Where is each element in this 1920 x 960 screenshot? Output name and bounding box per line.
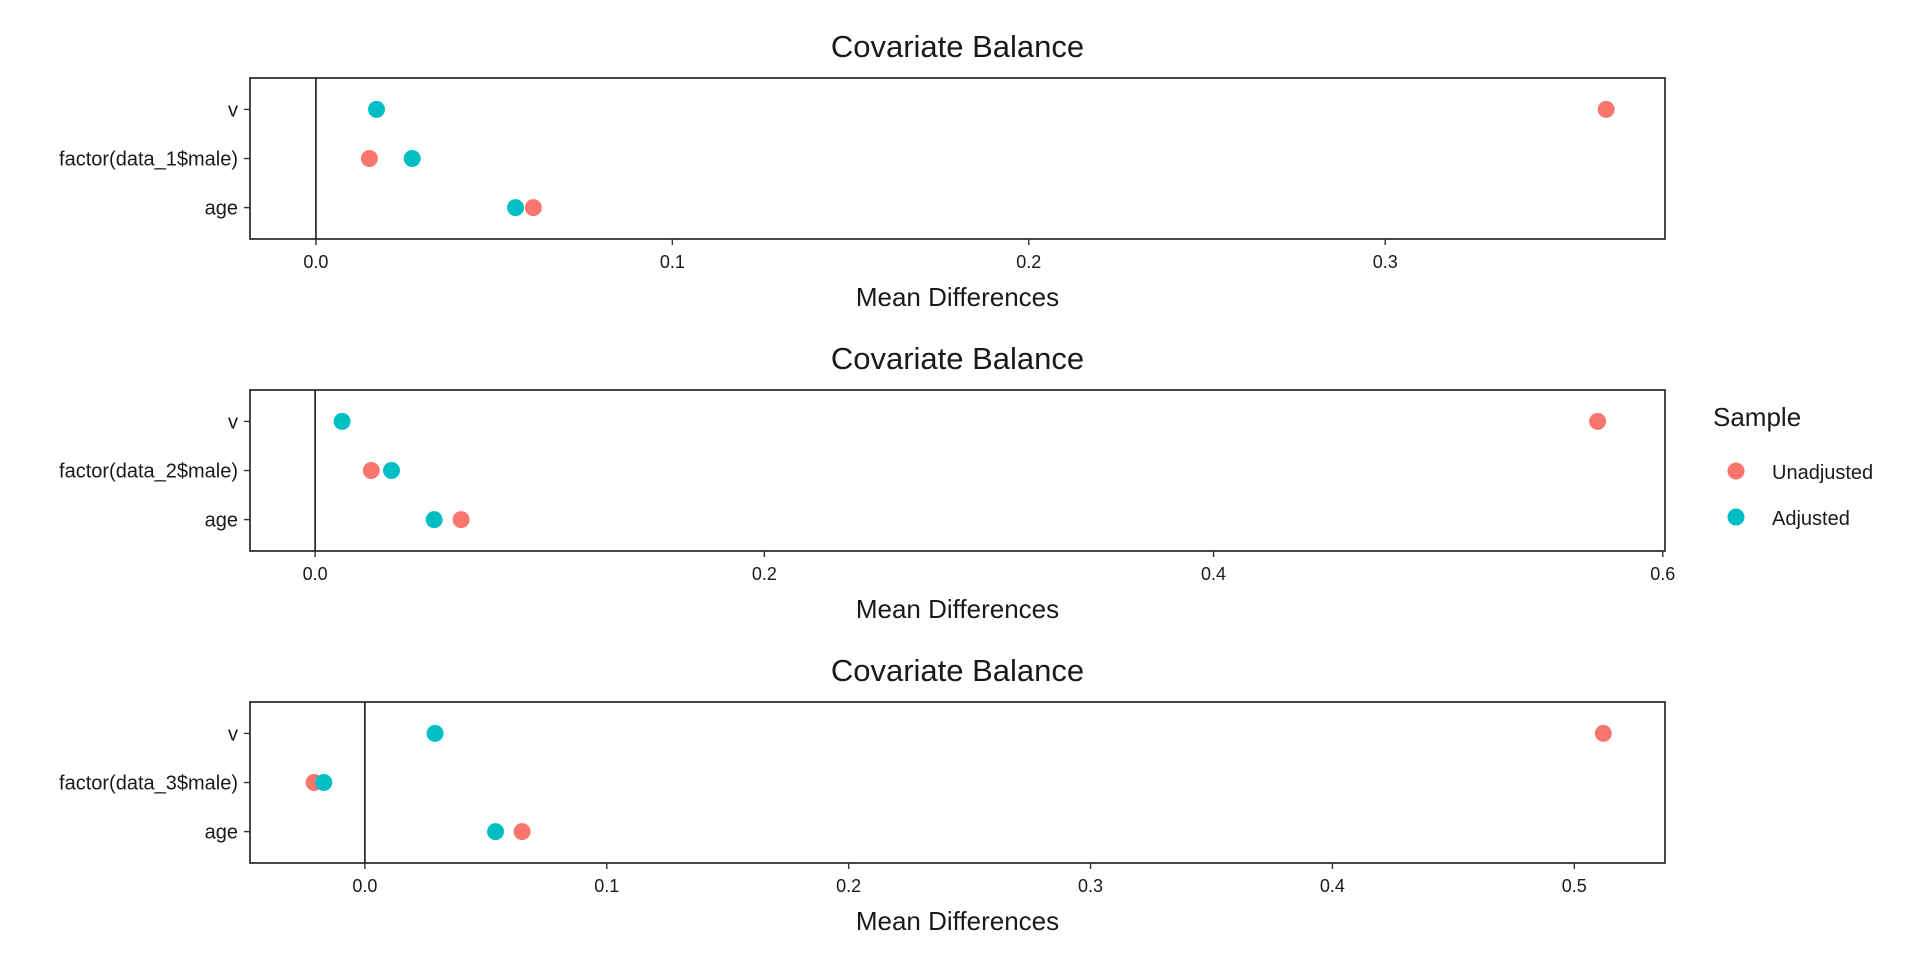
legend-title: Sample — [1713, 402, 1801, 432]
y-tick-label: v — [228, 723, 238, 745]
x-tick-label: 0.0 — [352, 876, 377, 896]
y-tick-label: factor(data_2$male) — [59, 461, 238, 483]
x-tick-label: 0.1 — [660, 252, 685, 272]
chart-title: Covariate Balance — [831, 29, 1084, 64]
x-axis-label: Mean Differences — [856, 594, 1059, 624]
legend-label-adjusted: Adjusted — [1772, 508, 1850, 530]
x-tick-label: 0.5 — [1562, 876, 1587, 896]
x-axis-label: Mean Differences — [856, 282, 1059, 312]
chart-panel-3: Covariate Balance v factor(data_3$male)age… — [59, 653, 1666, 936]
x-tick-label: 0.6 — [1650, 564, 1675, 584]
legend-key-unadjusted — [1727, 462, 1745, 480]
point-adjusted — [403, 150, 421, 167]
x-tick-label: 0.0 — [303, 564, 328, 584]
chart-title: Covariate Balance — [831, 341, 1084, 376]
x-tick-label: 0.4 — [1201, 564, 1226, 584]
point-adjusted — [368, 100, 386, 118]
x-tick-label: 0.3 — [1078, 876, 1103, 896]
point-adjusted — [333, 412, 351, 430]
y-tick-label: v — [228, 99, 238, 121]
legend-label-unadjusted: Unadjusted — [1772, 462, 1873, 484]
y-tick-label: age — [205, 510, 238, 532]
chart-title: Covariate Balance — [831, 653, 1084, 688]
x-tick-label: 0.0 — [303, 252, 328, 272]
point-unadjusted — [1597, 100, 1615, 118]
legend: Sample Unadjusted Adjusted — [1713, 402, 1873, 530]
point-adjusted — [383, 462, 400, 479]
point-unadjusted — [362, 462, 380, 479]
chart-panel-1: Covariate Balance v factor(data_1$male)age… — [59, 29, 1666, 312]
y-tick-label: factor(data_3$male) — [59, 773, 238, 795]
legend-key-adjusted — [1727, 508, 1745, 526]
point-adjusted — [487, 823, 505, 841]
point-unadjusted — [1589, 412, 1607, 430]
point-adjusted — [425, 511, 443, 529]
panels-group: Covariate Balance v factor(data_1$male)age… — [59, 29, 1675, 936]
x-tick-label: 0.1 — [594, 876, 619, 896]
y-tick-label: age — [205, 822, 238, 844]
point-unadjusted — [360, 150, 378, 167]
x-tick-label: 0.3 — [1373, 252, 1398, 272]
x-tick-label: 0.2 — [752, 564, 777, 584]
point-unadjusted — [524, 199, 542, 217]
x-axis-label: Mean Differences — [856, 906, 1059, 936]
point-adjusted — [507, 199, 525, 217]
y-tick-label: age — [205, 198, 238, 220]
chart-panel-2: Covariate Balance v factor(data_2$male)age… — [59, 341, 1675, 624]
x-tick-label: 0.2 — [1016, 252, 1041, 272]
x-tick-label: 0.4 — [1320, 876, 1345, 896]
point-unadjusted — [513, 823, 531, 841]
y-tick-label: factor(data_1$male) — [59, 149, 238, 171]
point-adjusted — [426, 724, 444, 742]
x-tick-label: 0.2 — [836, 876, 861, 896]
point-adjusted — [315, 774, 333, 791]
point-unadjusted — [1594, 724, 1612, 742]
point-unadjusted — [452, 511, 470, 529]
y-tick-label: v — [228, 411, 238, 433]
